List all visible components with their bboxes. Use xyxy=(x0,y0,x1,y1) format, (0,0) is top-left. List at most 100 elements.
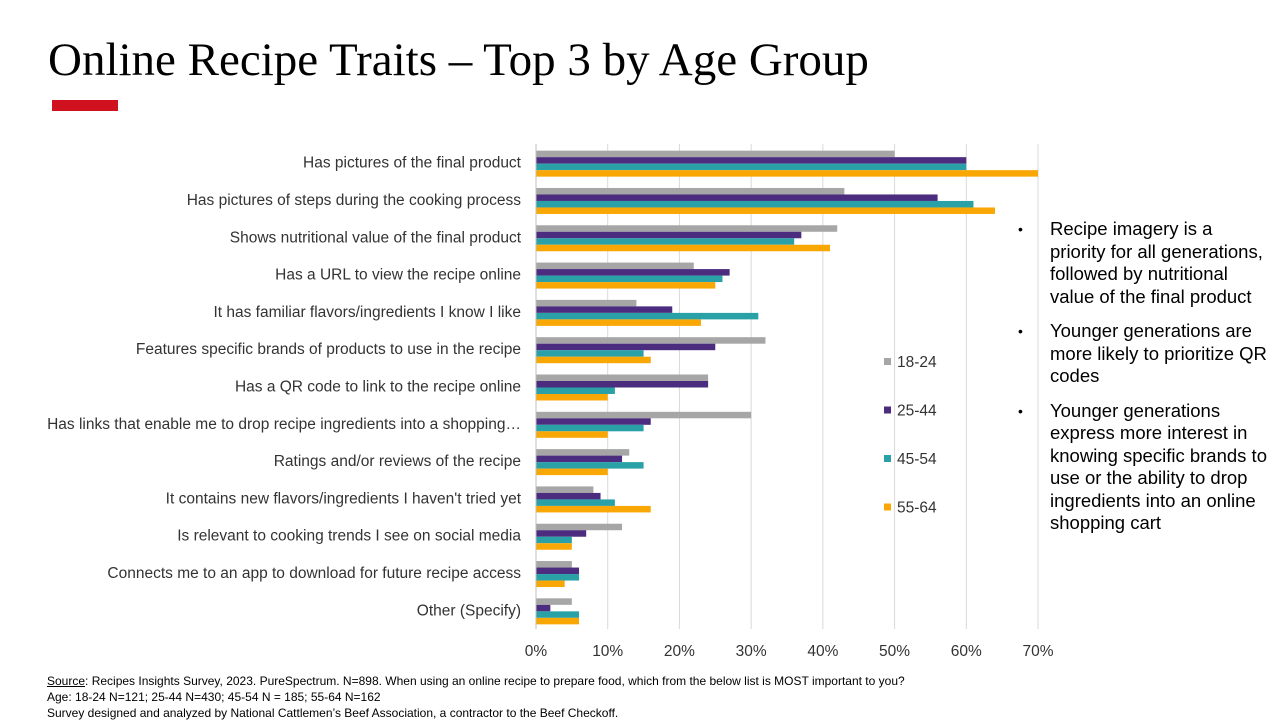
category-label: Has pictures of the final product xyxy=(303,155,522,172)
category-label: Is relevant to cooking trends I see on s… xyxy=(177,528,521,545)
bar xyxy=(536,543,572,550)
category-label: Ratings and/or reviews of the recipe xyxy=(274,453,521,470)
bar xyxy=(536,170,1038,177)
legend-swatch xyxy=(884,406,891,414)
legend-label: 45-54 xyxy=(897,451,937,468)
bar xyxy=(536,611,580,618)
category-label: Shows nutritional value of the final pro… xyxy=(230,229,522,246)
bar xyxy=(536,431,608,438)
insight-bullets: • Recipe imagery is a priority for all ge… xyxy=(1018,218,1268,547)
bar xyxy=(536,411,752,419)
bar xyxy=(536,269,730,276)
bar xyxy=(536,468,608,476)
chart-gridlines xyxy=(607,144,1039,629)
bar xyxy=(536,381,709,388)
bar xyxy=(536,150,895,158)
bar xyxy=(536,598,572,605)
category-label: It has familiar flavors/ingredients I kn… xyxy=(213,304,521,321)
bar xyxy=(536,580,565,588)
category-label: Has a URL to view the recipe online xyxy=(275,267,521,284)
bar xyxy=(536,157,967,164)
bar xyxy=(536,244,831,252)
bar xyxy=(536,374,709,381)
age-line: Age: 18-24 N=121; 25-44 N=430; 45-54 N =… xyxy=(47,690,381,704)
bar xyxy=(536,299,637,307)
chart-bars xyxy=(536,150,1038,625)
category-label: Features specific brands of products to … xyxy=(136,341,521,358)
category-label: Has pictures of steps during the cooking… xyxy=(187,192,522,209)
bar xyxy=(536,387,615,394)
insight-text: Younger generations are more likely to p… xyxy=(1050,320,1267,386)
bar xyxy=(536,350,644,357)
bullet-icon: • xyxy=(1018,323,1023,339)
bar xyxy=(536,574,580,581)
bar xyxy=(536,262,694,270)
footnotes: Source: Recipes Insights Survey, 2023. P… xyxy=(47,673,1247,721)
bar xyxy=(536,424,644,432)
bar xyxy=(536,356,651,364)
bar xyxy=(536,499,615,506)
category-label: Connects me to an app to download for fu… xyxy=(107,565,521,582)
x-tick-label: 30% xyxy=(736,643,767,660)
credit-line: Survey designed and analyzed by National… xyxy=(47,706,619,720)
insight-text: Younger generations express more interes… xyxy=(1050,399,1267,534)
x-tick-label: 70% xyxy=(1022,643,1053,660)
x-tick-label: 50% xyxy=(879,643,910,660)
insight-bullet: • Younger generations are more likely to … xyxy=(1018,320,1268,388)
bar xyxy=(536,455,623,463)
bar xyxy=(536,225,838,232)
bar xyxy=(536,200,974,208)
chart-category-labels: Has pictures of the final product Has pic… xyxy=(47,155,522,620)
insight-bullet: • Recipe imagery is a priority for all ge… xyxy=(1018,218,1268,308)
bar xyxy=(536,536,572,544)
bar xyxy=(536,306,673,313)
bar xyxy=(536,418,651,425)
bar xyxy=(536,187,845,195)
x-tick-label: 60% xyxy=(951,643,982,660)
legend-label: 55-64 xyxy=(897,500,937,517)
chart-tick-labels: 0% 10% 20% 30% 40% 50% 60% 70% xyxy=(525,643,1054,660)
bullet-icon: • xyxy=(1018,221,1023,237)
bar xyxy=(536,231,802,239)
source-text: : Recipes Insights Survey, 2023. PureSpe… xyxy=(85,674,905,688)
category-label: It contains new flavors/ingredients I ha… xyxy=(166,490,522,507)
bar xyxy=(536,337,766,344)
bar xyxy=(536,617,580,625)
bar xyxy=(536,343,716,351)
bar xyxy=(536,194,938,201)
bar xyxy=(536,207,995,214)
source-line: Source: Recipes Insights Survey, 2023. P… xyxy=(47,673,1247,689)
bullet-icon: • xyxy=(1018,402,1023,419)
bar xyxy=(536,530,587,537)
bar xyxy=(536,312,759,320)
bar xyxy=(536,238,795,245)
bar xyxy=(536,163,967,171)
page-title: Online Recipe Traits – Top 3 by Age Grou… xyxy=(48,34,869,86)
legend-swatch xyxy=(884,455,891,462)
bar xyxy=(536,449,630,456)
x-tick-label: 0% xyxy=(525,643,548,660)
bar xyxy=(536,505,651,513)
chart-legend: 18-24 25-44 45-54 55-64 xyxy=(884,354,937,517)
insight-bullet: • Younger generations express more intere… xyxy=(1018,400,1268,535)
bar xyxy=(536,604,551,612)
bar xyxy=(536,561,572,568)
title-accent-bar xyxy=(52,100,118,111)
bar xyxy=(536,523,623,531)
legend-label: 18-24 xyxy=(897,354,937,371)
bar xyxy=(536,394,608,401)
bar xyxy=(536,486,594,493)
category-label: Has a QR code to link to the recipe onli… xyxy=(235,379,521,396)
legend-swatch xyxy=(884,503,891,511)
bar xyxy=(536,567,580,575)
legend-swatch xyxy=(884,358,891,365)
x-tick-label: 40% xyxy=(807,643,838,660)
bar xyxy=(536,492,601,500)
bar xyxy=(536,462,644,469)
category-label: Has links that enable me to drop recipe … xyxy=(47,416,521,433)
insight-text: Recipe imagery is a priority for all gen… xyxy=(1050,218,1263,307)
x-tick-label: 20% xyxy=(664,643,695,660)
bar xyxy=(536,275,723,283)
legend-label: 25-44 xyxy=(897,403,937,420)
